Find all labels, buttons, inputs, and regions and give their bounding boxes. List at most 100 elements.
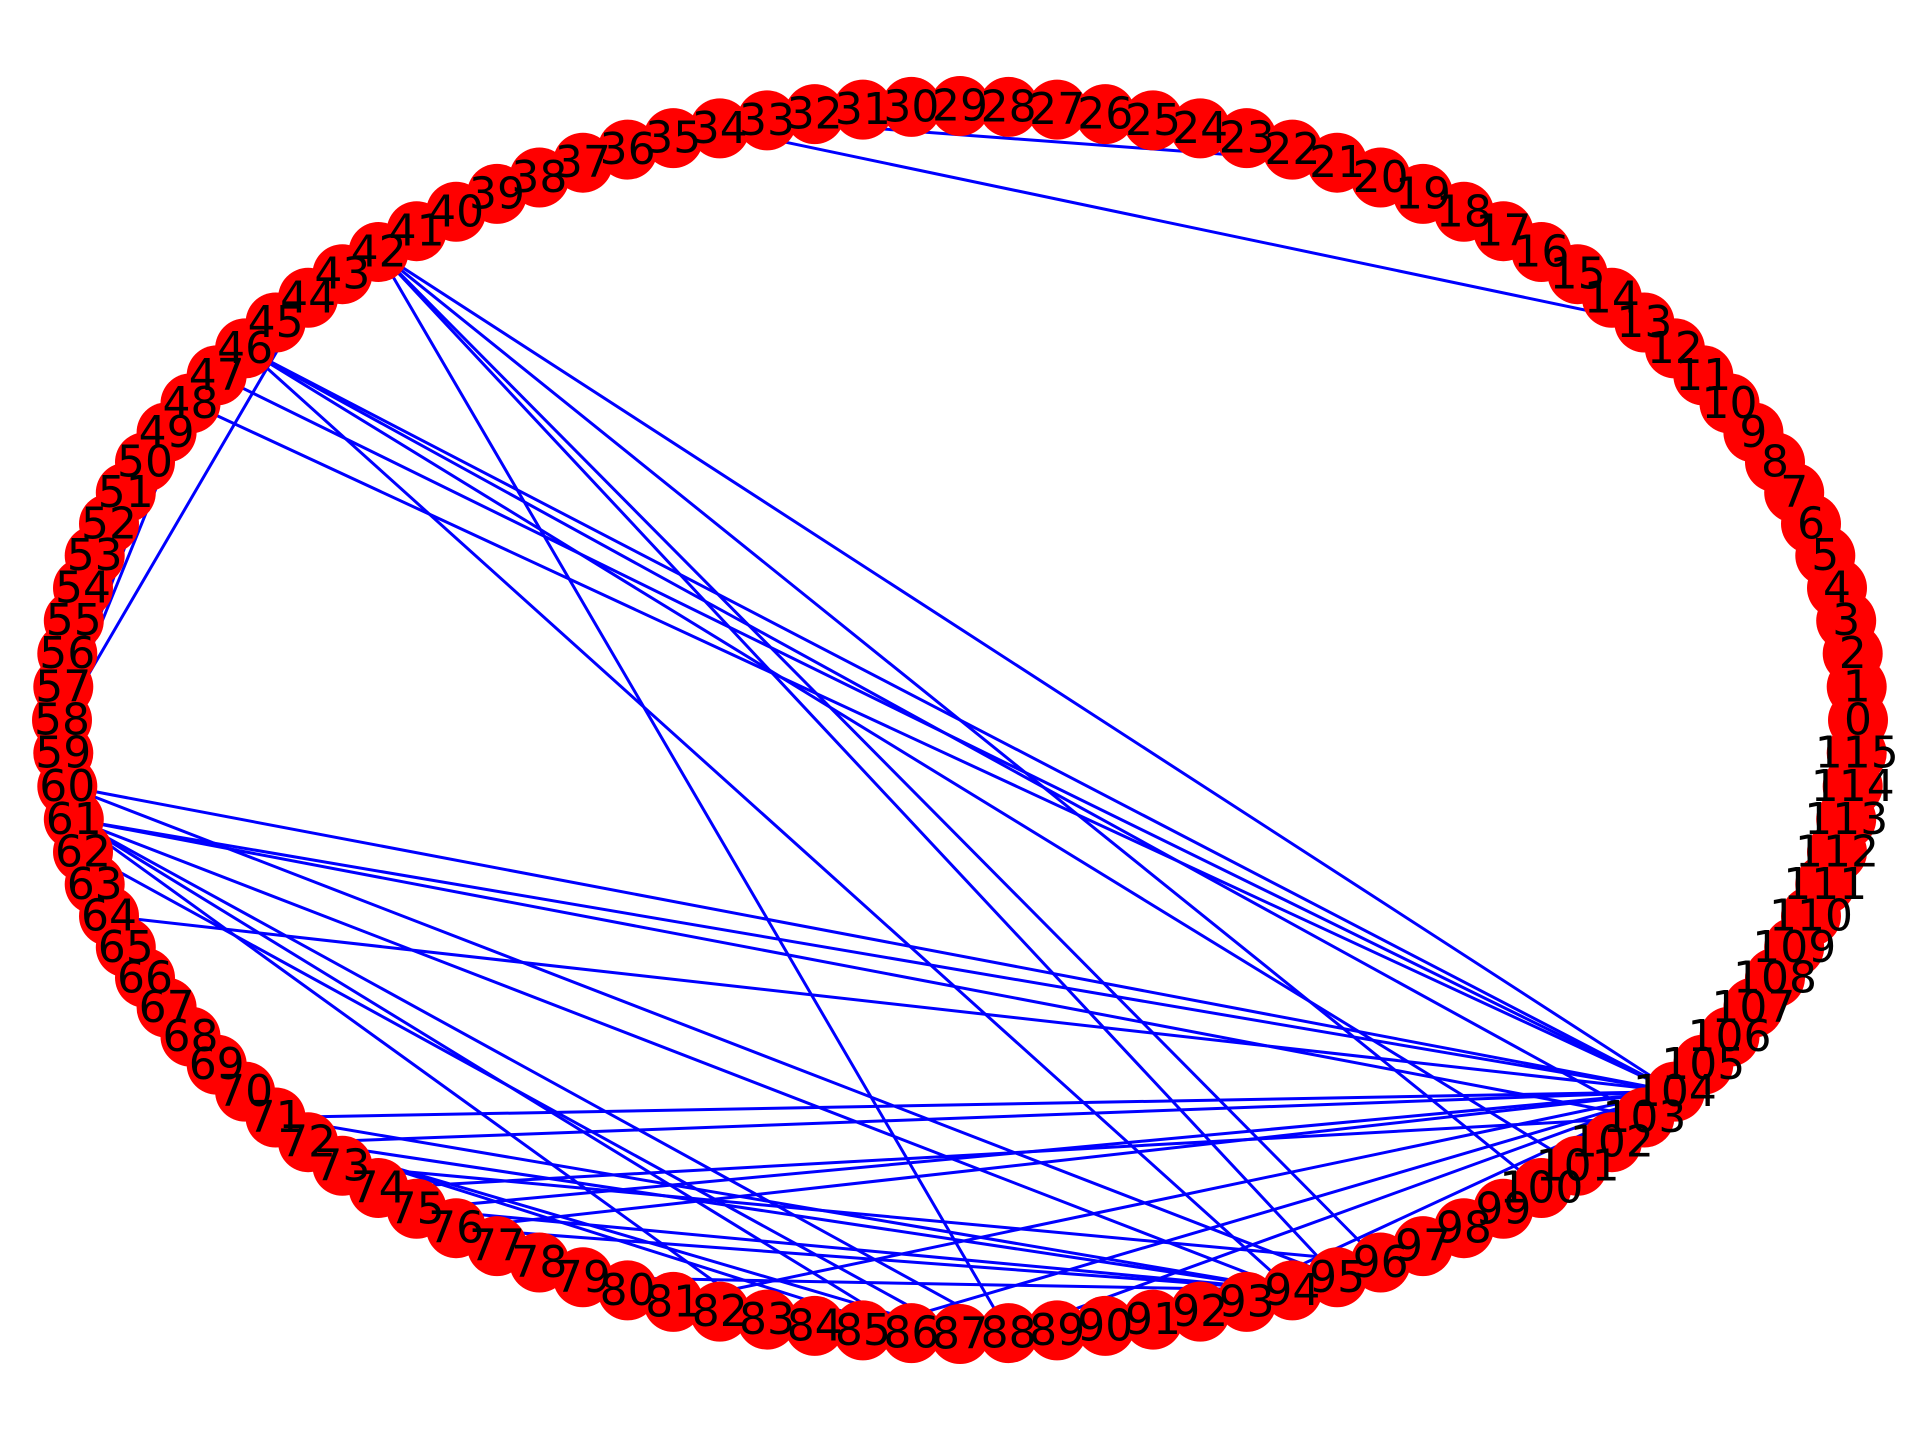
edge-75-94 xyxy=(416,1207,1293,1292)
edge-72-104 xyxy=(308,1090,1675,1144)
graph-edges xyxy=(60,118,1676,1336)
node-label-67: 67 xyxy=(139,982,195,1033)
node-label-51: 51 xyxy=(98,467,154,518)
node-label-100: 100 xyxy=(1499,1163,1583,1214)
node-label-73: 73 xyxy=(314,1140,370,1191)
node-label-3: 3 xyxy=(1832,595,1860,646)
edge-61-88 xyxy=(73,817,1010,1335)
node-29 xyxy=(930,76,990,136)
node-label-48: 48 xyxy=(163,378,219,429)
edge-48-104 xyxy=(189,402,1676,1093)
node-label-35: 35 xyxy=(645,113,701,164)
node-label-78: 78 xyxy=(511,1237,567,1288)
node-label-11: 11 xyxy=(1675,350,1731,401)
node-115 xyxy=(1826,723,1887,784)
node-label-44: 44 xyxy=(280,272,336,323)
node-86 xyxy=(881,1303,942,1364)
node-34 xyxy=(689,98,750,159)
edge-61-104 xyxy=(73,817,1676,1094)
node-label-30: 30 xyxy=(883,81,939,132)
node-27 xyxy=(1027,79,1088,140)
node-label-40: 40 xyxy=(428,186,484,237)
node-label-45: 45 xyxy=(248,297,304,348)
node-label-95: 95 xyxy=(1309,1252,1365,1303)
edge-61-83 xyxy=(72,818,768,1321)
edge-42-95 xyxy=(377,250,1339,1279)
node-93 xyxy=(1216,1271,1277,1332)
edge-61-94 xyxy=(73,817,1293,1292)
edge-71-104 xyxy=(275,1090,1675,1119)
node-label-65: 65 xyxy=(98,922,154,973)
node-label-54: 54 xyxy=(55,563,111,614)
node-82 xyxy=(689,1281,750,1342)
node-label-89: 89 xyxy=(1029,1305,1085,1356)
node-label-109: 109 xyxy=(1752,922,1836,973)
node-label-84: 84 xyxy=(787,1300,843,1351)
node-label-7: 7 xyxy=(1780,467,1808,518)
node-label-12: 12 xyxy=(1647,323,1703,374)
node-label-19: 19 xyxy=(1395,168,1451,219)
node-label-50: 50 xyxy=(117,437,173,488)
edge-73-96 xyxy=(342,1164,1381,1264)
node-label-21: 21 xyxy=(1309,137,1365,188)
node-32 xyxy=(784,84,845,145)
node-28 xyxy=(978,76,1039,137)
edge-71-94 xyxy=(275,1116,1293,1292)
node-label-112: 112 xyxy=(1795,827,1879,878)
node-25 xyxy=(1123,90,1183,151)
node-label-99: 99 xyxy=(1475,1183,1531,1234)
node-label-88: 88 xyxy=(981,1308,1037,1359)
node-label-93: 93 xyxy=(1219,1276,1275,1327)
node-label-71: 71 xyxy=(248,1092,304,1143)
node-label-32: 32 xyxy=(787,89,843,140)
node-label-86: 86 xyxy=(883,1308,939,1359)
node-label-63: 63 xyxy=(67,859,123,910)
node-label-92: 92 xyxy=(1172,1286,1228,1337)
node-label-53: 53 xyxy=(67,530,123,581)
node-label-103: 103 xyxy=(1602,1092,1686,1143)
node-label-110: 110 xyxy=(1769,891,1853,942)
node-92 xyxy=(1170,1281,1231,1342)
node-label-66: 66 xyxy=(117,952,173,1003)
edge-88-104 xyxy=(1008,1090,1676,1335)
node-label-0: 0 xyxy=(1844,695,1872,746)
node-label-75: 75 xyxy=(389,1183,445,1234)
node-label-58: 58 xyxy=(34,695,90,746)
node-label-111: 111 xyxy=(1783,859,1867,910)
node-85 xyxy=(832,1300,893,1361)
node-label-115: 115 xyxy=(1815,728,1899,779)
edge-42-96 xyxy=(377,250,1382,1264)
node-label-74: 74 xyxy=(351,1163,407,1214)
node-label-77: 77 xyxy=(469,1221,525,1272)
node-label-13: 13 xyxy=(1616,297,1672,348)
node-label-22: 22 xyxy=(1264,124,1320,175)
node-label-82: 82 xyxy=(692,1286,748,1337)
node-label-9: 9 xyxy=(1739,407,1767,458)
node-22 xyxy=(1262,119,1323,180)
node-90 xyxy=(1075,1295,1136,1356)
node-label-5: 5 xyxy=(1811,530,1839,581)
edge-34-13 xyxy=(719,126,1645,324)
node-label-107: 107 xyxy=(1711,982,1795,1033)
edge-47-104 xyxy=(216,374,1676,1093)
node-label-17: 17 xyxy=(1475,206,1531,257)
node-label-31: 31 xyxy=(835,84,891,135)
node-89 xyxy=(1027,1300,1088,1361)
node-label-70: 70 xyxy=(217,1066,273,1117)
node-label-59: 59 xyxy=(35,728,91,779)
node-31 xyxy=(832,79,893,140)
node-label-62: 62 xyxy=(55,827,111,878)
node-30 xyxy=(881,76,942,137)
node-label-26: 26 xyxy=(1077,89,1133,140)
node-label-56: 56 xyxy=(39,628,95,679)
edge-76-104 xyxy=(455,1090,1676,1230)
node-label-79: 79 xyxy=(555,1252,611,1303)
edge-79-94 xyxy=(582,1275,1293,1292)
node-label-34: 34 xyxy=(692,103,748,154)
edge-46-94 xyxy=(244,347,1294,1292)
node-label-38: 38 xyxy=(511,152,567,203)
node-80 xyxy=(597,1260,658,1321)
node-label-113: 113 xyxy=(1804,794,1888,845)
node-label-46: 46 xyxy=(217,323,273,374)
